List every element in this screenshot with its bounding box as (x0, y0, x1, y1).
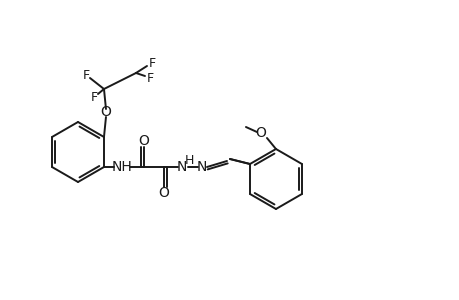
Text: O: O (101, 105, 111, 119)
Text: O: O (158, 186, 169, 200)
Text: N: N (176, 160, 187, 174)
Text: F: F (148, 56, 155, 70)
Text: F: F (90, 91, 97, 103)
Text: H: H (184, 154, 193, 166)
Text: F: F (82, 68, 90, 82)
Text: O: O (138, 134, 149, 148)
Text: N: N (196, 160, 207, 174)
Text: NH: NH (112, 160, 132, 174)
Text: F: F (146, 71, 153, 85)
Text: O: O (255, 126, 266, 140)
